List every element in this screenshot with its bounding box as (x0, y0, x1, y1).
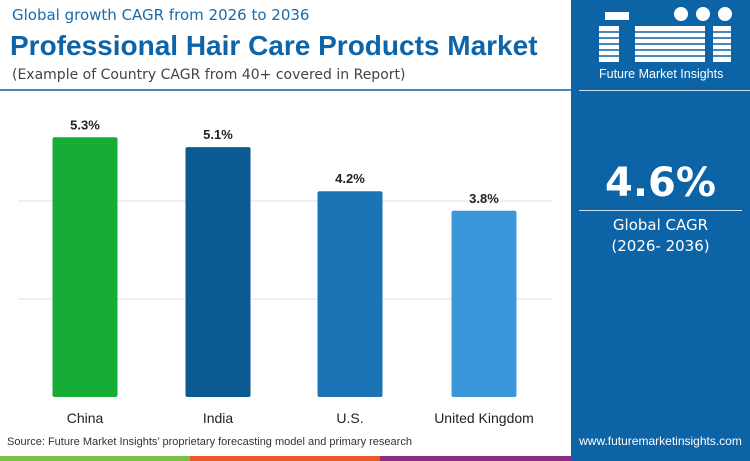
bar-india (185, 147, 251, 397)
data-label: 5.3% (70, 117, 100, 132)
data-label: 3.8% (469, 191, 499, 206)
global-cagr-value: 4.6% (605, 160, 716, 206)
color-strip-orange (190, 456, 380, 461)
summary-panel: Future Market Insights 4.6% Global CAGR … (571, 0, 750, 461)
bar-united-kingdom (451, 210, 517, 397)
chart-title: Professional Hair Care Products Market (10, 30, 538, 61)
source-note: Source: Future Market Insights’ propriet… (7, 436, 412, 448)
global-cagr-label: Global CAGR (612, 216, 709, 234)
bar-chart: 5.3% China 5.1% India 4.2% U.S. 3.8% United Kin… (18, 117, 552, 426)
category-label: United Kingdom (434, 410, 534, 426)
website-link[interactable]: www.futuremarketinsights.com (579, 434, 742, 448)
category-label: China (67, 410, 104, 426)
panel-divider (579, 90, 750, 91)
bar-china (52, 137, 118, 398)
value-divider (579, 210, 742, 211)
color-strip-green (0, 456, 190, 461)
data-label: 5.1% (203, 127, 233, 142)
fmi-logo-icon (591, 7, 741, 62)
chart-note: (Example of Country CAGR from 40+ covere… (12, 67, 406, 83)
data-label: 4.2% (335, 171, 365, 186)
bar-u-s- (317, 191, 383, 397)
header-divider (0, 89, 572, 91)
logo-text: Future Market Insights (599, 67, 724, 81)
category-label: India (203, 410, 234, 426)
chart-subtitle: Global growth CAGR from 2026 to 2036 (12, 6, 310, 24)
category-label: U.S. (336, 410, 363, 426)
color-strip-purple (380, 456, 571, 461)
global-cagr-period: (2026- 2036) (611, 237, 710, 255)
